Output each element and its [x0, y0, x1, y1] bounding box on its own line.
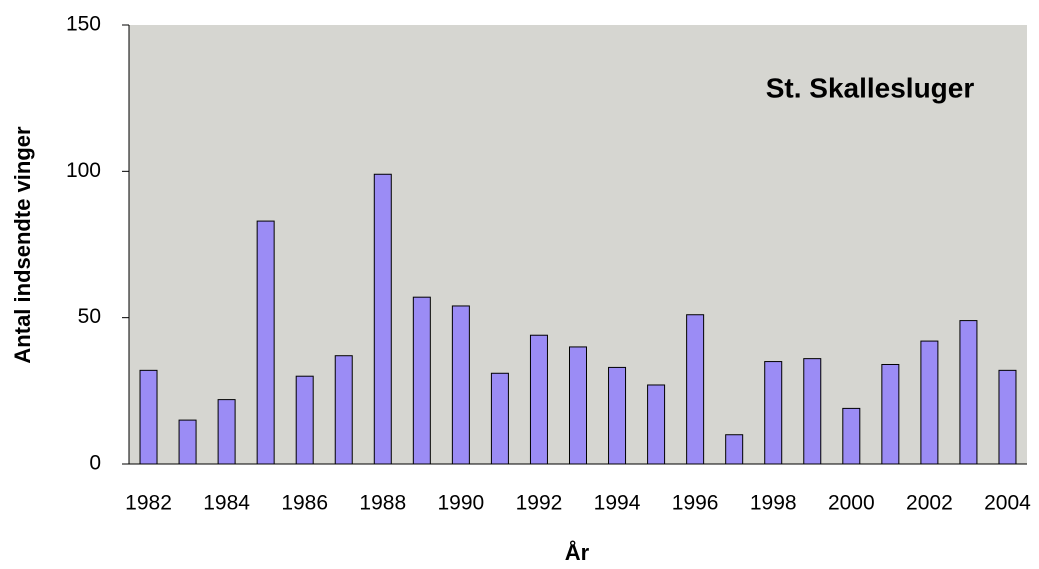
bar — [764, 361, 783, 465]
y-tick-label: 100 — [66, 159, 101, 182]
bar — [451, 305, 470, 465]
x-tick-label: 2004 — [984, 492, 1031, 515]
bar — [998, 369, 1017, 465]
bar — [881, 363, 900, 465]
bar — [842, 407, 861, 465]
x-tick-label: 1994 — [594, 492, 641, 515]
bar — [295, 375, 314, 465]
x-tick-label: 1982 — [125, 492, 172, 515]
x-tick-label: 1996 — [672, 492, 719, 515]
bar — [256, 220, 275, 465]
bar — [647, 384, 666, 465]
bar — [529, 334, 548, 465]
bar — [725, 434, 744, 465]
bar — [178, 419, 197, 465]
x-tick-label: 1992 — [516, 492, 563, 515]
bar — [217, 399, 236, 465]
bar — [412, 296, 431, 465]
x-axis-label: År — [565, 539, 590, 565]
y-tick-label: 150 — [66, 13, 101, 36]
bar — [608, 366, 627, 465]
bar — [803, 358, 822, 465]
y-tick-label: 0 — [89, 452, 101, 475]
bar — [686, 314, 705, 465]
y-axis-label: Antal indsendte vinger — [10, 126, 35, 364]
bar — [139, 369, 158, 465]
x-tick-label: 1998 — [750, 492, 797, 515]
bar — [334, 355, 353, 465]
x-tick-label: 1984 — [203, 492, 250, 515]
chart-title: St. Skallesluger — [766, 72, 975, 103]
bar — [569, 346, 587, 465]
bar — [490, 372, 509, 465]
x-tick-label: 2000 — [828, 492, 875, 515]
bar — [959, 320, 978, 465]
x-tick-label: 1986 — [281, 492, 328, 515]
bar — [920, 340, 939, 465]
x-tick-label: 2002 — [906, 492, 953, 515]
y-tick-label: 50 — [78, 305, 101, 328]
x-tick-label: 1988 — [359, 492, 406, 515]
bar — [373, 173, 392, 465]
x-tick-label: 1990 — [438, 492, 485, 515]
